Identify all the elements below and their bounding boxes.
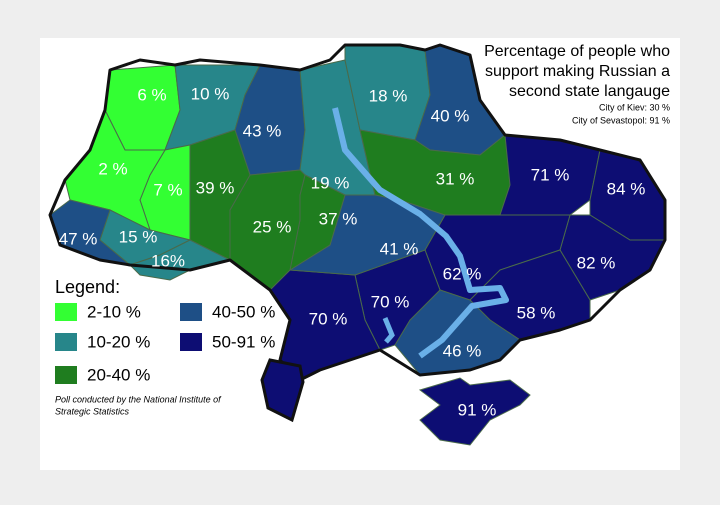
river xyxy=(332,107,509,359)
legend-swatch xyxy=(180,333,202,351)
title-line: second state langauge xyxy=(509,83,670,100)
regions xyxy=(48,43,667,446)
credit: Poll conducted by the National Institute… xyxy=(55,394,222,404)
region-label: 70 % xyxy=(309,309,348,328)
region-label: 40 % xyxy=(431,106,470,125)
title-line: Percentage of people who xyxy=(484,43,670,60)
region-label: 43 % xyxy=(243,121,282,140)
region-label: 41 % xyxy=(380,239,419,258)
legend-title: Legend: xyxy=(55,277,120,297)
region-label: 7 % xyxy=(153,180,182,199)
region-label: 19 % xyxy=(311,173,350,192)
region xyxy=(418,377,531,446)
river xyxy=(382,317,395,344)
southwest-shape xyxy=(260,358,305,423)
region-label: 62 % xyxy=(443,264,482,283)
legend-label: 2-10 % xyxy=(87,302,141,321)
region-label: 39 % xyxy=(196,178,235,197)
legend: 2-10 % 10-20 % 20-40 % 40-50 % 50-91 % xyxy=(55,302,275,384)
region-label: 47 % xyxy=(59,229,98,248)
note: City of Kiev: 30 % xyxy=(599,102,670,112)
title-line: support making Russian a xyxy=(485,63,670,80)
region-label: 71 % xyxy=(531,165,570,184)
region-label: 6 % xyxy=(137,85,166,104)
region-label: 58 % xyxy=(517,303,556,322)
region-label: 82 % xyxy=(577,253,616,272)
region-label: 46 % xyxy=(443,341,482,360)
region-labels: 6 % 10 % 43 % 19 % 18 % 40 % 31 % 71 % 84 % 82 % 6… xyxy=(59,84,646,419)
legend-label: 50-91 % xyxy=(212,332,275,351)
region-label: 18 % xyxy=(369,86,408,105)
legend-swatch xyxy=(180,303,202,321)
region-label: 31 % xyxy=(436,169,475,188)
region-label: 37 % xyxy=(319,209,358,228)
country-outline xyxy=(48,43,667,382)
legend-swatch xyxy=(55,333,77,351)
legend-swatch xyxy=(55,366,77,384)
region-label: 91 % xyxy=(458,400,497,419)
region-label: 15 % xyxy=(119,227,158,246)
region-label: 16% xyxy=(151,251,185,270)
region-label: 25 % xyxy=(253,217,292,236)
legend-label: 10-20 % xyxy=(87,332,150,351)
credit: Strategic Statistics xyxy=(55,406,130,416)
region-label: 2 % xyxy=(98,159,127,178)
region-label: 10 % xyxy=(191,84,230,103)
legend-label: 20-40 % xyxy=(87,365,150,384)
region-label: 70 % xyxy=(371,292,410,311)
legend-swatch xyxy=(55,303,77,321)
note: City of Sevastopol: 91 % xyxy=(572,115,670,125)
region-label: 84 % xyxy=(607,179,646,198)
legend-label: 40-50 % xyxy=(212,302,275,321)
